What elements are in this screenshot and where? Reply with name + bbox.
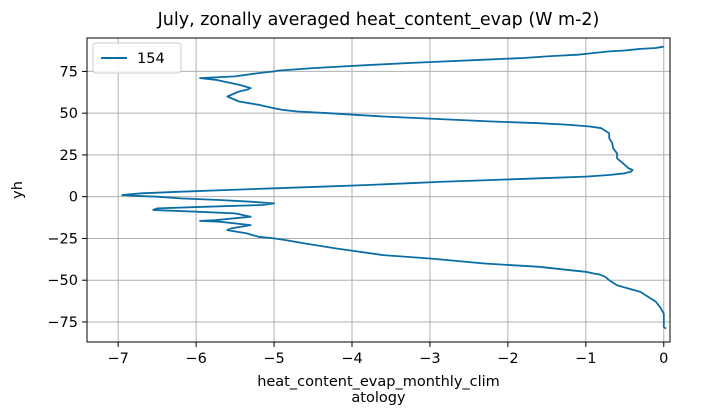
axes-frame	[86, 37, 671, 343]
y-tick-label: 0	[69, 190, 78, 206]
series-layer	[121, 45, 667, 330]
y-tick-label: 50	[60, 106, 78, 122]
x-tick-label: −3	[419, 351, 440, 367]
y-tick-label: −25	[47, 231, 78, 247]
x-tick-label: −6	[185, 351, 206, 367]
y-tick-label: 25	[60, 148, 78, 164]
ticks: −7 −6 −5 −4 −3 −2 −1 0 75 50 25 0 −25 −50 −75	[47, 64, 668, 367]
legend-box	[92, 42, 182, 74]
y-axis-label: yh	[10, 181, 26, 199]
x-tick-label: −7	[107, 351, 128, 367]
x-tick-label: −1	[575, 351, 596, 367]
x-axis-label-line-1: heat_content_evap_monthly_clim	[257, 374, 500, 390]
y-tick-label: −75	[47, 315, 78, 331]
grid	[87, 38, 670, 342]
x-tick-label: 0	[659, 351, 668, 367]
x-tick-label: −5	[263, 351, 284, 367]
chart-title: July, zonally averaged heat_content_evap…	[157, 10, 600, 30]
x-tick-label: −2	[497, 351, 518, 367]
y-tick-label: −50	[47, 273, 78, 289]
legend-entry-label: 154	[137, 51, 165, 67]
y-tick-label: 75	[60, 64, 78, 80]
series-line-154	[121, 45, 667, 330]
x-axis-label-line-2: atology	[351, 390, 406, 406]
x-tick-label: −4	[341, 351, 362, 367]
legend: 154	[92, 42, 182, 74]
